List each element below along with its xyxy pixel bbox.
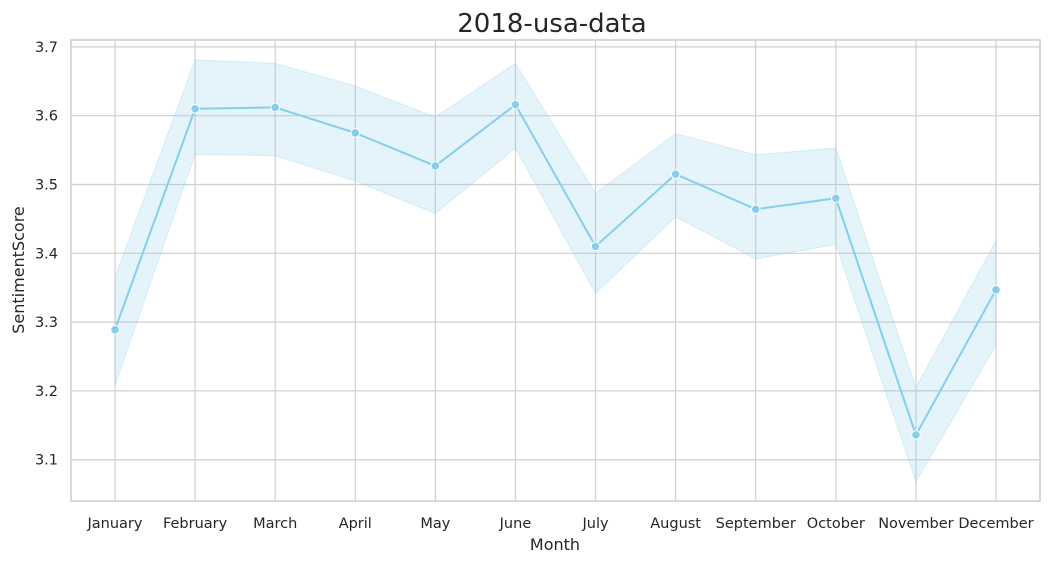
x-tick-label-april: April [339, 516, 372, 532]
data-point-may [430, 161, 441, 171]
data-point-december [991, 284, 1001, 295]
data-point-april [350, 128, 361, 138]
y-tick-label-6: 3.7 [35, 40, 58, 56]
y-tick-label-2: 3.3 [35, 315, 58, 331]
x-tick-label-august: August [650, 516, 701, 532]
x-tick-label-september: September [716, 516, 796, 532]
x-tick-label-february: February [163, 516, 228, 532]
x-tick-label-june: June [499, 516, 532, 532]
x-tick-labels: January February March April May June July Augu… [87, 516, 1034, 532]
x-tick-label-march: March [253, 516, 297, 532]
series-line [114, 103, 997, 436]
data-point-august [670, 169, 681, 179]
x-axis-label: Month [530, 535, 580, 554]
x-tick-label-november: November [878, 516, 953, 532]
data-point-september [750, 204, 761, 215]
y-tick-label-0: 3.1 [35, 453, 58, 469]
chart-title: 2018-usa-data [457, 9, 646, 39]
data-point-october [831, 193, 841, 204]
y-tick-label-4: 3.5 [35, 177, 58, 193]
data-point-july [590, 241, 601, 252]
grid [71, 40, 1040, 501]
data-markers [110, 99, 1001, 440]
y-axis-label: SentimentScore [9, 206, 28, 334]
x-tick-label-december: December [958, 516, 1033, 532]
series-line-path [114, 103, 997, 436]
x-tick-label-october: October [807, 516, 865, 532]
y-tick-label-1: 3.2 [35, 384, 58, 400]
plot-frame [70, 39, 1041, 502]
x-tick-label-july: July [582, 516, 609, 532]
y-tick-label-5: 3.6 [35, 109, 58, 125]
data-point-november [911, 430, 921, 440]
data-point-january [110, 324, 120, 335]
data-point-february [190, 104, 200, 114]
x-tick-label-may: May [420, 516, 450, 532]
data-point-june [510, 99, 521, 110]
confidence-band-area [114, 59, 997, 483]
data-point-march [270, 102, 280, 113]
y-tick-labels: 3.1 3.2 3.3 3.4 3.5 3.6 3.7 [35, 40, 58, 469]
y-tick-label-3: 3.4 [35, 246, 58, 262]
confidence-band [114, 59, 997, 483]
x-tick-label-january: January [87, 516, 143, 532]
